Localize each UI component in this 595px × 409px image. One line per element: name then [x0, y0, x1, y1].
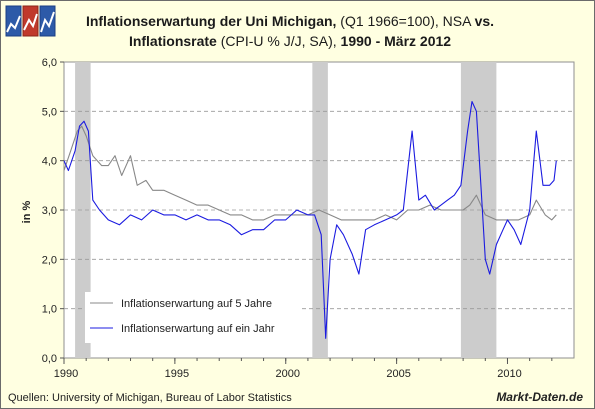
y-axis-label: in % — [21, 200, 33, 223]
title-line1-vs: vs. — [475, 13, 494, 29]
y-tick-label-3: 3,0 — [42, 205, 57, 217]
legend-label-ein-jahr: Inflationserwartung auf ein Jahr — [121, 323, 275, 335]
title-line2-bold2: 1990 - März 2012 — [341, 33, 452, 49]
source-text: Quellen: University of Michigan, Bureau … — [8, 392, 292, 404]
chart-title-line1: Inflationserwartung der Uni Michigan, (Q… — [86, 13, 494, 29]
y-tick-label-4: 4,0 — [42, 156, 57, 168]
title-line2-bold: Inflationsrate — [129, 33, 217, 49]
series-line-1 — [63, 100, 557, 339]
y-tick-label-2: 2,0 — [42, 254, 57, 266]
chart-logo-icon — [5, 5, 56, 37]
y-tick-label-5: 5,0 — [42, 106, 57, 118]
chart-title-line2: Inflationsrate (CPI-U % J/J, SA), 1990 -… — [129, 33, 451, 49]
axes: 0,0 1,0 2,0 3,0 4,0 5,0 6,0 1990 1995 2000 2005 201… — [42, 57, 553, 380]
title-line1-normal: (Q1 1966=100), NSA — [336, 13, 474, 29]
legend: Inflationserwartung auf 5 Jahre Inflatio… — [85, 292, 299, 343]
x-tick-label-1: 1995 — [165, 368, 189, 380]
series-lines — [63, 100, 557, 339]
legend-box — [85, 292, 299, 343]
title-line2-normal: (CPI-U % J/J, SA), — [217, 33, 341, 49]
y-tick-label-1: 1,0 — [42, 304, 57, 316]
x-tick-label-0: 1990 — [54, 368, 78, 380]
title-line1-bold: Inflationserwartung der Uni Michigan, — [86, 13, 336, 29]
series-line-0 — [63, 125, 557, 221]
x-tick-label-2: 2000 — [275, 368, 299, 380]
legend-label-5-jahre: Inflationserwartung auf 5 Jahre — [121, 298, 272, 310]
brand-text: Markt-Daten.de — [496, 390, 583, 404]
y-tick-label-0: 0,0 — [42, 353, 57, 365]
x-tick-label-3: 2005 — [386, 368, 410, 380]
y-tick-label-6: 6,0 — [42, 57, 57, 69]
x-tick-label-4: 2010 — [497, 368, 521, 380]
